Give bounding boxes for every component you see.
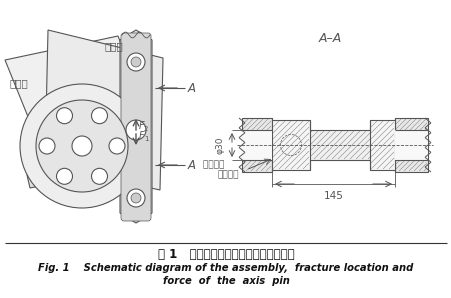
Circle shape (131, 57, 141, 67)
Polygon shape (120, 30, 152, 223)
Text: F: F (139, 121, 144, 131)
Circle shape (72, 136, 92, 156)
Text: A: A (188, 81, 196, 94)
Circle shape (36, 100, 128, 192)
Circle shape (91, 108, 107, 124)
FancyBboxPatch shape (121, 33, 151, 221)
Text: 145: 145 (323, 191, 343, 201)
Bar (394, 118, 427, 172)
Circle shape (56, 168, 72, 184)
Circle shape (127, 189, 145, 207)
Circle shape (56, 108, 72, 124)
Polygon shape (27, 170, 55, 188)
Text: φ30: φ30 (215, 136, 224, 154)
Text: 图 1   轴销装配、断裂位置与受力示意图: 图 1 轴销装配、断裂位置与受力示意图 (157, 248, 294, 260)
Circle shape (126, 120, 146, 140)
Circle shape (127, 53, 145, 71)
Text: Fig. 1    Schematic diagram of the assembly,  fracture location and: Fig. 1 Schematic diagram of the assembly… (38, 263, 413, 273)
Text: A–A: A–A (318, 32, 341, 44)
Circle shape (20, 84, 144, 208)
Polygon shape (5, 36, 158, 166)
Bar (369, 120, 394, 170)
Text: 分位置: 分位置 (105, 41, 124, 51)
Circle shape (131, 193, 141, 203)
Text: force  of  the  axis  pin: force of the axis pin (162, 276, 289, 286)
Text: 断裂位置: 断裂位置 (217, 170, 239, 179)
Polygon shape (45, 30, 163, 190)
Bar (241, 118, 272, 172)
Text: 1: 1 (144, 136, 148, 142)
Circle shape (91, 168, 107, 184)
Text: 断裂位置: 断裂位置 (199, 161, 224, 170)
Bar (394, 130, 427, 160)
Text: 合位置: 合位置 (10, 78, 29, 88)
Text: A: A (188, 159, 196, 172)
Bar (272, 120, 309, 170)
Bar (241, 130, 272, 160)
Circle shape (39, 138, 55, 154)
Circle shape (109, 138, 125, 154)
Text: 2: 2 (144, 126, 148, 132)
Bar (272, 130, 394, 160)
Text: F: F (139, 131, 144, 141)
